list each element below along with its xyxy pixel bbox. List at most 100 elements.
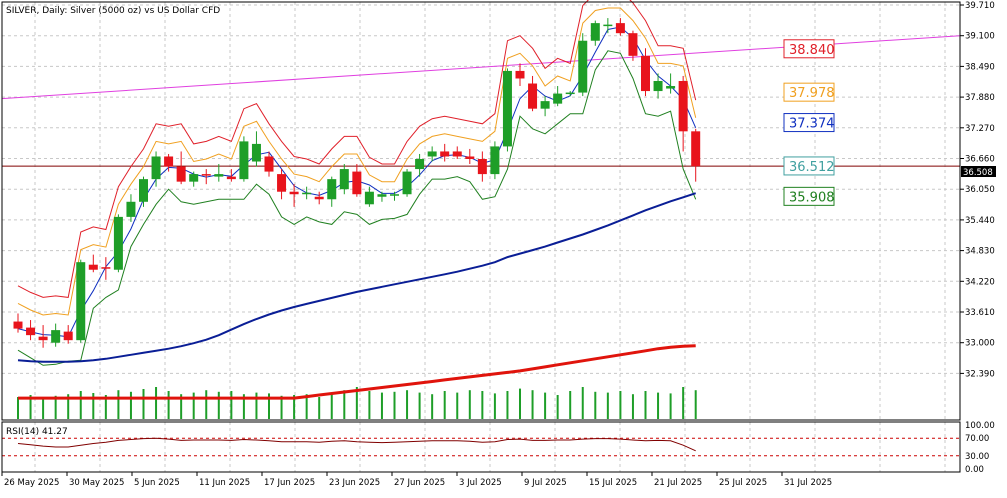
candle-bull (51, 330, 61, 343)
rsi-tick-label: 0.00 (965, 465, 984, 475)
date-tick-label: 17 Jun 2025 (264, 478, 315, 488)
candle-bear (13, 321, 23, 329)
price-tick-label: 35.440 (965, 216, 995, 226)
rsi-line (17, 437, 696, 452)
candle-bull (239, 141, 249, 180)
candle-bull (590, 23, 600, 41)
date-tick-label: 15 Jul 2025 (589, 478, 637, 488)
price-tick-label: 34.220 (965, 277, 995, 287)
date-tick-label: 9 Jul 2025 (524, 478, 567, 488)
candle-bear (628, 33, 638, 56)
candle-bull (113, 216, 123, 270)
rsi-layer (2, 437, 960, 457)
price-tag-label: 36.512 (789, 160, 835, 175)
price-tag-label: 37.374 (789, 117, 835, 132)
date-axis: 26 May 2025 30 May 2025 5 Jun 2025 11 Jun 2… (1, 472, 832, 488)
price-tick-label: 34.830 (965, 247, 995, 257)
price-tag-label: 38.840 (789, 43, 835, 58)
chart-title: SILVER, Daily: Silver (5000 oz) vs US Do… (6, 6, 220, 16)
candle-bear (452, 151, 462, 157)
candle-bull (603, 24, 613, 27)
candle-bull (364, 191, 374, 205)
price-tag-box (783, 113, 835, 133)
candle-bear (691, 131, 701, 167)
red-moving-average (18, 344, 696, 400)
candle-bear (515, 70, 525, 79)
candle-bear (101, 267, 111, 269)
mid-envelope-line (17, 7, 697, 316)
current-price-tag-bg (961, 166, 996, 177)
rsi-tick-label: 100.00 (965, 421, 995, 431)
candles-layer (13, 18, 701, 348)
candle-bull (339, 169, 349, 190)
candle-bear (352, 171, 362, 195)
candle-bear (38, 336, 48, 341)
candle-bear (289, 191, 299, 195)
candle-bull (578, 40, 588, 93)
candle-bear (88, 264, 98, 270)
candle-bull (540, 101, 550, 109)
candle-bull (302, 192, 312, 195)
candle-bull (390, 194, 399, 196)
upper-envelope-line (17, 0, 697, 298)
current-price-tag: 36.508 (961, 166, 996, 178)
price-tick-label: 32.390 (965, 369, 995, 379)
date-tick-label: 21 Jul 2025 (654, 478, 702, 488)
candle-bear (528, 83, 538, 109)
candle-bull (502, 70, 512, 147)
candle-bull (377, 194, 387, 197)
price-tick-label: 36.050 (965, 185, 995, 195)
candle-bear (164, 156, 174, 167)
price-tick-label: 33.610 (965, 308, 995, 318)
candle-bull (402, 171, 412, 195)
price-tick-label: 39.710 (965, 1, 995, 11)
price-tick-label: 37.270 (965, 124, 995, 134)
date-tick-label: 27 Jun 2025 (394, 478, 445, 488)
price-tick-label: 37.880 (965, 93, 995, 103)
candle-bull (565, 92, 575, 95)
rsi-tick-label: 30.00 (965, 452, 989, 462)
candle-bull (666, 86, 676, 89)
candle-bull (553, 93, 563, 104)
date-tick-label: 26 May 2025 (4, 478, 59, 488)
candle-bear (440, 151, 450, 157)
price-axis: 39.710 39.100 38.490 37.880 37.270 36.660 36.0… (960, 1, 995, 379)
rsi-label: RSI(14) 41.27 (6, 427, 68, 437)
rsi-panel-frame (1, 421, 961, 473)
candle-bull (126, 201, 136, 217)
price-tick-label: 39.100 (965, 32, 995, 42)
price-tag-label: 37.978 (789, 86, 835, 101)
date-tick-label: 3 Jul 2025 (459, 478, 502, 488)
date-tick-label: 23 Jun 2025 (329, 478, 380, 488)
price-tick-label: 36.660 (965, 155, 995, 165)
date-tick-label: 5 Jun 2025 (134, 478, 180, 488)
candle-bull (427, 151, 437, 157)
candle-bear (277, 174, 287, 192)
candle-bull (214, 174, 224, 177)
candle-bull (189, 174, 199, 182)
candle-bear (63, 331, 73, 341)
price-tick-label: 38.490 (965, 62, 995, 72)
price-tag-box (783, 156, 835, 176)
lower-envelope-line (17, 50, 697, 366)
date-tick-label: 25 Jul 2025 (719, 478, 767, 488)
candle-bear (678, 80, 688, 132)
candle-bear (176, 166, 186, 182)
candle-bull (251, 143, 261, 162)
price-tick-label: 33.000 (965, 339, 995, 349)
candle-bull (415, 159, 425, 170)
candle-bear (26, 327, 36, 336)
candle-bull (327, 179, 337, 200)
candle-bear (465, 156, 475, 160)
candle-bear (201, 174, 211, 176)
price-tags: 38.840 37.978 37.374 36.512 35.908 (783, 39, 835, 206)
rsi-tick-label: 70.00 (965, 434, 989, 444)
candle-bear (264, 156, 274, 172)
date-tick-label: 30 May 2025 (69, 478, 124, 488)
candle-bear (314, 196, 324, 200)
candle-bear (477, 159, 487, 175)
price-tag-label: 35.908 (789, 190, 835, 205)
price-tag-box (783, 39, 835, 59)
